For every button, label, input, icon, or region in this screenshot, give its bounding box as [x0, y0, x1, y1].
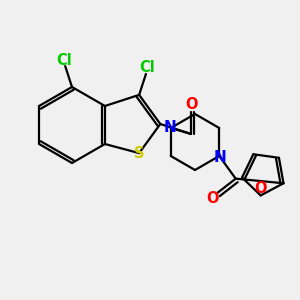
Text: Cl: Cl — [139, 61, 155, 76]
Text: O: O — [254, 181, 267, 196]
Text: N: N — [214, 149, 226, 164]
Text: S: S — [134, 146, 144, 160]
Text: N: N — [164, 119, 176, 134]
Text: O: O — [185, 98, 198, 112]
Text: O: O — [206, 191, 219, 206]
Text: Cl: Cl — [56, 52, 72, 68]
